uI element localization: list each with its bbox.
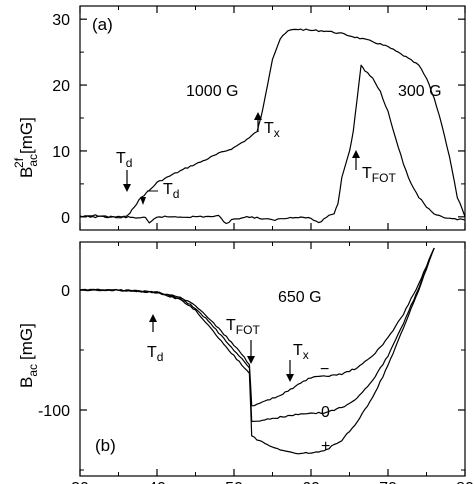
y-tick-label: 30 <box>52 12 70 29</box>
x-tick-label: 60 <box>302 480 320 484</box>
series-line-1 <box>79 64 466 225</box>
y-tick-label: 0 <box>61 210 70 227</box>
label-1000g: 1000 G <box>186 83 238 100</box>
panel-b-ticks: 30 40 50 60 70 80 0 -100 <box>38 242 474 484</box>
label-tx-a: Tx <box>264 120 280 140</box>
x-tick-label: 50 <box>225 480 243 484</box>
panel-a: 0 10 20 30 (a) Bac2f [mG] 1000 G 300 G Tx TF… <box>12 5 466 231</box>
panel-b-frame <box>79 241 466 477</box>
panel-b-series <box>79 247 435 455</box>
panel-a-ylabel-unit: [mG] <box>17 117 36 154</box>
panel-a-label: (a) <box>92 15 113 34</box>
label-td-a1: Td <box>116 150 132 170</box>
label-650g: 650 G <box>278 289 322 306</box>
panel-a-series <box>79 28 466 225</box>
label-td-b: Td <box>147 344 163 364</box>
label-300g: 300 G <box>398 83 442 100</box>
panel-b-ylabel: Bac [mG] <box>17 323 40 388</box>
panel-a-ylabel-sub: ac <box>26 154 40 167</box>
panel-a-ylabel-sup: 2f <box>12 157 26 168</box>
arrow-tx-b <box>286 360 294 382</box>
svg-text:Bac2f[mG]: Bac2f [mG] <box>12 117 40 178</box>
x-tick-label: 80 <box>456 480 474 484</box>
panel-b: 30 40 50 60 70 80 0 -100 (b) 650 G Bac [mG] Td T… <box>17 241 474 484</box>
y-tick-label: -100 <box>38 403 70 420</box>
panel-b-ylabel-sub: ac <box>26 364 40 377</box>
panel-b-ylabel-unit: [mG] <box>17 323 36 360</box>
x-tick-label: 70 <box>379 480 397 484</box>
label-td-a2: Td <box>163 181 179 201</box>
arrow-tx-a <box>254 112 262 132</box>
curve-label-minus: − <box>320 361 329 378</box>
arrow-td-b <box>149 314 157 332</box>
series-line-0 <box>79 28 466 219</box>
arrow-tfot-b <box>247 340 255 364</box>
panel-b-label: (b) <box>95 436 116 455</box>
curve-label-zero: 0 <box>321 404 330 421</box>
x-tick-label: 30 <box>71 480 89 484</box>
arrow-td-a2 <box>140 190 158 205</box>
y-tick-label: 20 <box>52 78 70 95</box>
arrow-td-a1 <box>123 170 131 192</box>
panel-a-ylabel: Bac2f [mG] <box>12 117 40 178</box>
label-tfot-a: TFOT <box>362 165 396 185</box>
x-tick-label: 40 <box>148 480 166 484</box>
label-tfot-b: TFOT <box>226 317 260 337</box>
series-line-2 <box>79 247 435 455</box>
label-tx-b: Tx <box>293 342 309 362</box>
panel-a-frame <box>79 5 466 231</box>
y-tick-label: 10 <box>52 144 70 161</box>
svg-text:Bac[mG]: Bac [mG] <box>17 323 40 388</box>
curve-label-plus: + <box>321 438 330 455</box>
panel-b-ylabel-main: B <box>17 377 36 388</box>
panel-a-ylabel-main: B <box>17 167 36 178</box>
y-tick-label: 0 <box>61 283 70 300</box>
arrow-tfot-a <box>352 150 360 170</box>
